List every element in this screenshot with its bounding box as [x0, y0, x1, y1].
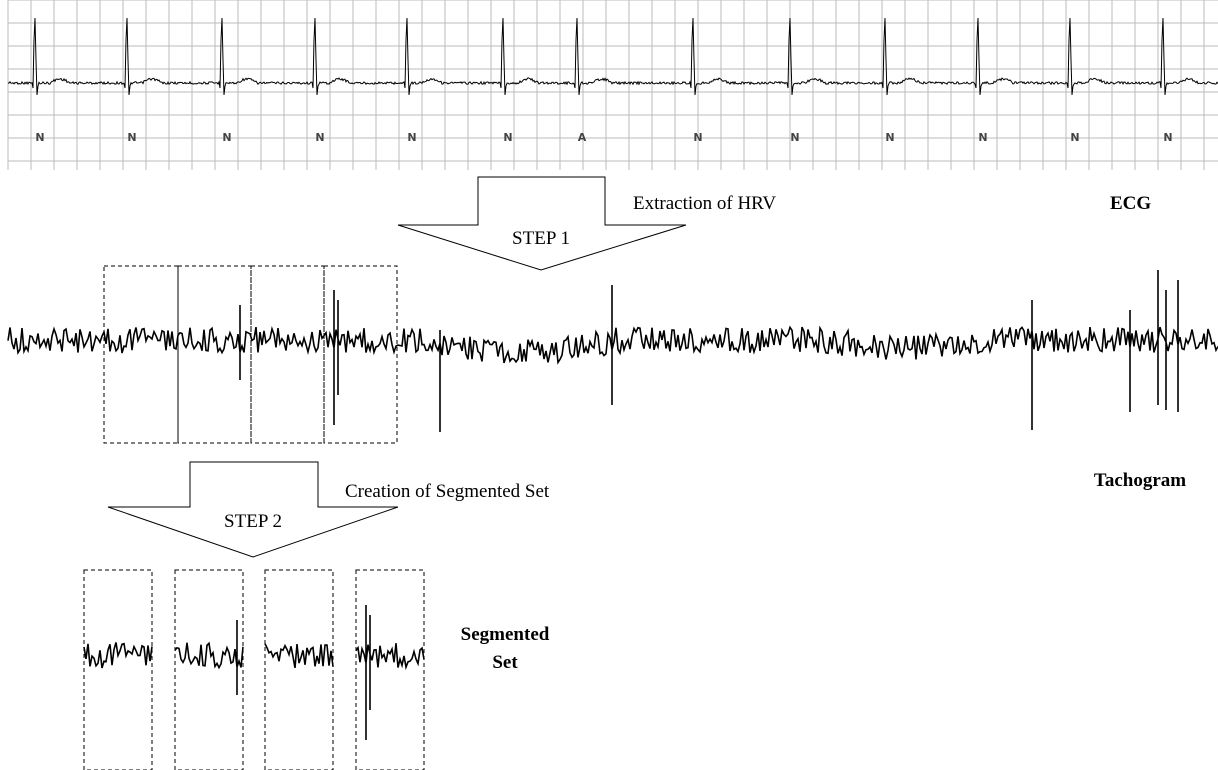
- segment-box: [83, 569, 153, 770]
- segment-box: [250, 265, 325, 444]
- ecg-label: ECG: [1110, 193, 1151, 214]
- beat-label: N: [1070, 131, 1079, 144]
- segment-wave: [355, 605, 425, 740]
- beat-label: N: [222, 131, 231, 144]
- beat-label: N: [790, 131, 799, 144]
- tachogram-wave: [7, 270, 1218, 432]
- beat-label: N: [127, 131, 136, 144]
- step1-label: STEP 1: [512, 228, 570, 249]
- beat-label: N: [693, 131, 702, 144]
- beat-label: N: [35, 131, 44, 144]
- beat-label: N: [885, 131, 894, 144]
- step1-caption: Extraction of HRV: [633, 193, 776, 214]
- step2-caption: Creation of Segmented Set: [345, 481, 550, 502]
- ecg-wave: [7, 17, 1218, 96]
- step2-label: STEP 2: [224, 511, 282, 532]
- step1-arrow: [397, 176, 687, 271]
- segment-box: [355, 569, 425, 770]
- segmented-label: Segmented: [461, 624, 550, 645]
- segment-box: [174, 569, 244, 770]
- segmented-set: [83, 569, 425, 770]
- beat-label: N: [503, 131, 512, 144]
- tachogram-label: Tachogram: [1094, 470, 1186, 491]
- step2-arrow: [107, 461, 399, 558]
- segment-wave: [264, 643, 334, 669]
- beat-label: A: [578, 131, 587, 144]
- beat-label: N: [315, 131, 324, 144]
- segmented-label: Set: [492, 652, 518, 673]
- beat-label: N: [1163, 131, 1172, 144]
- segment-box: [103, 265, 179, 444]
- ecg-grid: [7, 0, 1218, 170]
- segment-wave: [83, 642, 153, 669]
- segment-wave: [174, 620, 244, 695]
- beat-label: N: [978, 131, 987, 144]
- beat-label: N: [407, 131, 416, 144]
- segment-box: [323, 265, 398, 444]
- segment-box: [177, 265, 252, 444]
- segment-box: [264, 569, 334, 770]
